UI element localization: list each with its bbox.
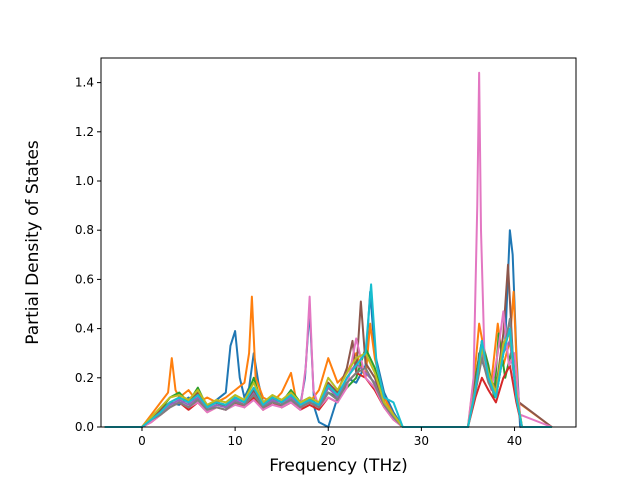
x-tick-label: 0	[138, 434, 146, 448]
series-line-4	[104, 364, 552, 428]
y-tick-label: 0.2	[75, 371, 94, 385]
axes-frame	[100, 57, 577, 428]
x-tick-label: 20	[321, 434, 336, 448]
y-axis-ticks: 0.0 0.2 0.4 0.6 0.8 1.0 1.2 1.4	[75, 76, 101, 434]
x-tick-label: 10	[227, 434, 242, 448]
y-tick-label: 1.4	[75, 76, 94, 90]
x-axis-ticks: 0 10 20 30 40	[138, 427, 522, 448]
y-tick-label: 1.0	[75, 174, 94, 188]
y-tick-label: 0.8	[75, 223, 94, 237]
x-tick-label: 40	[507, 434, 522, 448]
x-tick-label: 30	[414, 434, 429, 448]
series-line-8	[104, 317, 552, 428]
x-axis-label: Frequency (THz)	[269, 456, 408, 476]
series-layer	[104, 71, 553, 428]
y-tick-label: 0.4	[75, 322, 94, 336]
y-tick-label: 1.2	[75, 125, 94, 139]
y-tick-label: 0.0	[75, 420, 94, 434]
series-line-10	[104, 283, 552, 428]
y-axis-label: Partial Density of States	[23, 140, 43, 345]
y-tick-label: 0.6	[75, 272, 94, 286]
